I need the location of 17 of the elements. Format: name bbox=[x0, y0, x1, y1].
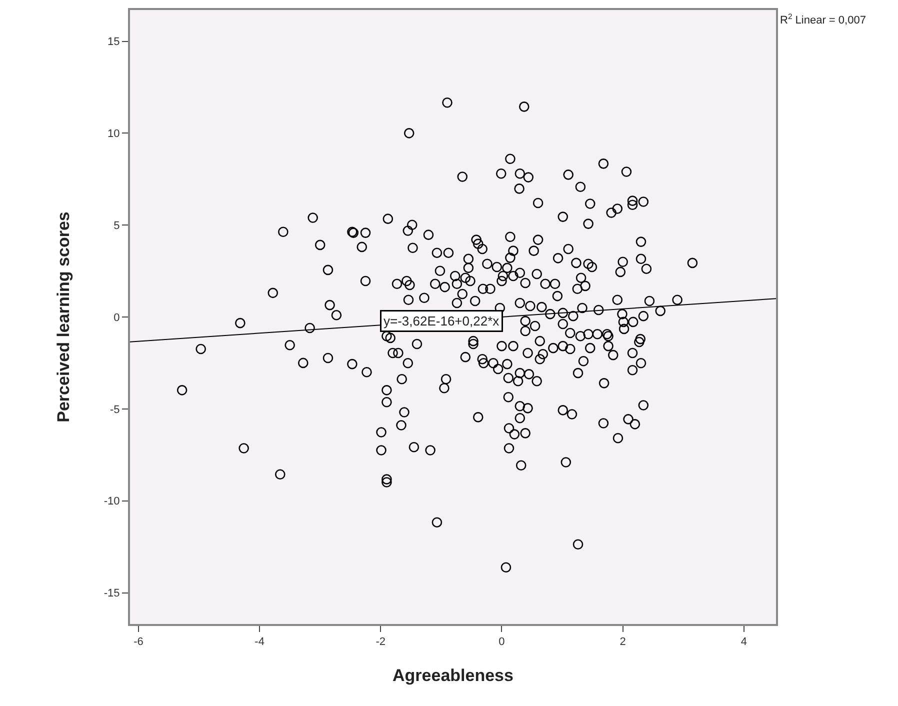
x-tick-label: -2 bbox=[376, 636, 386, 648]
x-tick-label: 4 bbox=[740, 636, 747, 648]
y-tick-label: 0 bbox=[114, 312, 120, 324]
y-tick-label: -10 bbox=[104, 496, 120, 508]
y-axis-title: Perceived learning scores bbox=[54, 212, 73, 422]
x-tick-label: 2 bbox=[620, 636, 626, 648]
y-tick-label: 15 bbox=[108, 36, 120, 48]
text: R$^{2}$ Linear = 0,007 bbox=[780, 12, 866, 27]
y-tick-label: 10 bbox=[108, 128, 120, 140]
x-tick-label: -6 bbox=[134, 636, 144, 648]
x-tick-label: 0 bbox=[498, 636, 505, 648]
y-tick-label: 5 bbox=[114, 220, 120, 232]
y-tick-label: -5 bbox=[110, 404, 120, 416]
x-tick-label: -4 bbox=[254, 636, 264, 648]
x-axis-title: Agreeableness bbox=[392, 666, 514, 686]
y-tick-label: -15 bbox=[104, 588, 120, 600]
annotation: y=-3,62E-16+0,22*x bbox=[384, 314, 500, 328]
